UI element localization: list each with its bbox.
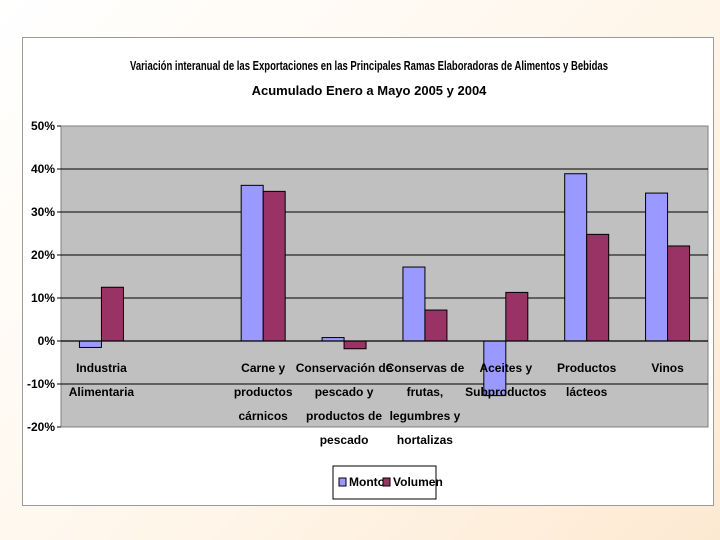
- category-label: productos: [234, 385, 293, 399]
- category-label: cárnicos: [239, 409, 289, 423]
- plot-background: [60, 125, 709, 428]
- category-label: Conservación de: [296, 361, 393, 375]
- y-tick-label: -20%: [27, 420, 55, 434]
- bar-monto: [402, 266, 426, 342]
- category-label: frutas,: [407, 385, 444, 399]
- bar-monto: [645, 192, 669, 342]
- y-tick-label: -10%: [27, 377, 55, 391]
- bar-volumen: [424, 309, 448, 342]
- legend-swatch-volumen: [382, 477, 391, 487]
- y-tick-label: 40%: [31, 162, 55, 176]
- y-tick-label: 10%: [31, 291, 55, 305]
- chart-subtitle: Acumulado Enero a Mayo 2005 y 2004: [252, 83, 488, 98]
- category-label: Carne y: [241, 361, 285, 375]
- bar-volumen: [343, 340, 367, 350]
- bar-volumen: [586, 233, 610, 342]
- category-label: Subproductos: [465, 385, 547, 399]
- bar-monto: [240, 184, 264, 342]
- y-tick-label: 30%: [31, 205, 55, 219]
- category-label: Vinos: [651, 361, 684, 375]
- legend-swatch-monto: [338, 477, 347, 487]
- category-label: Aceites y: [479, 361, 532, 375]
- category-label: Conservas de: [386, 361, 465, 375]
- legend: Monto Volumen: [332, 465, 443, 500]
- category-label: legumbres y: [390, 409, 461, 423]
- bar-volumen: [667, 245, 691, 342]
- category-label: Industria: [76, 361, 127, 375]
- y-tick-label: 50%: [31, 119, 55, 133]
- category-label: pescado: [320, 433, 369, 447]
- bar-volumen: [505, 291, 529, 342]
- bar-volumen: [100, 286, 124, 342]
- category-label: Productos: [557, 361, 617, 375]
- chart-frame: Variación interanual de las Exportacione…: [22, 37, 714, 506]
- category-label: lácteos: [566, 385, 608, 399]
- category-label: Alimentaria: [69, 385, 135, 399]
- y-tick-label: 0%: [38, 334, 56, 348]
- y-tick-label: 20%: [31, 248, 55, 262]
- category-label: pescado y: [315, 385, 374, 399]
- bar-monto: [78, 340, 102, 348]
- bar-chart: Variación interanual de las Exportacione…: [27, 58, 709, 500]
- category-label: productos de: [306, 409, 382, 423]
- chart-title: Variación interanual de las Exportacione…: [130, 58, 608, 73]
- bar-volumen: [262, 190, 286, 342]
- legend-label-volumen: Volumen: [393, 475, 443, 489]
- legend-label-monto: Monto: [349, 475, 385, 489]
- category-label: hortalizas: [397, 433, 453, 447]
- bar-monto: [564, 173, 588, 342]
- plot-area: -20% -10% 0% 10% 20% 30% 40% 50% Industria Alimen…: [27, 119, 709, 447]
